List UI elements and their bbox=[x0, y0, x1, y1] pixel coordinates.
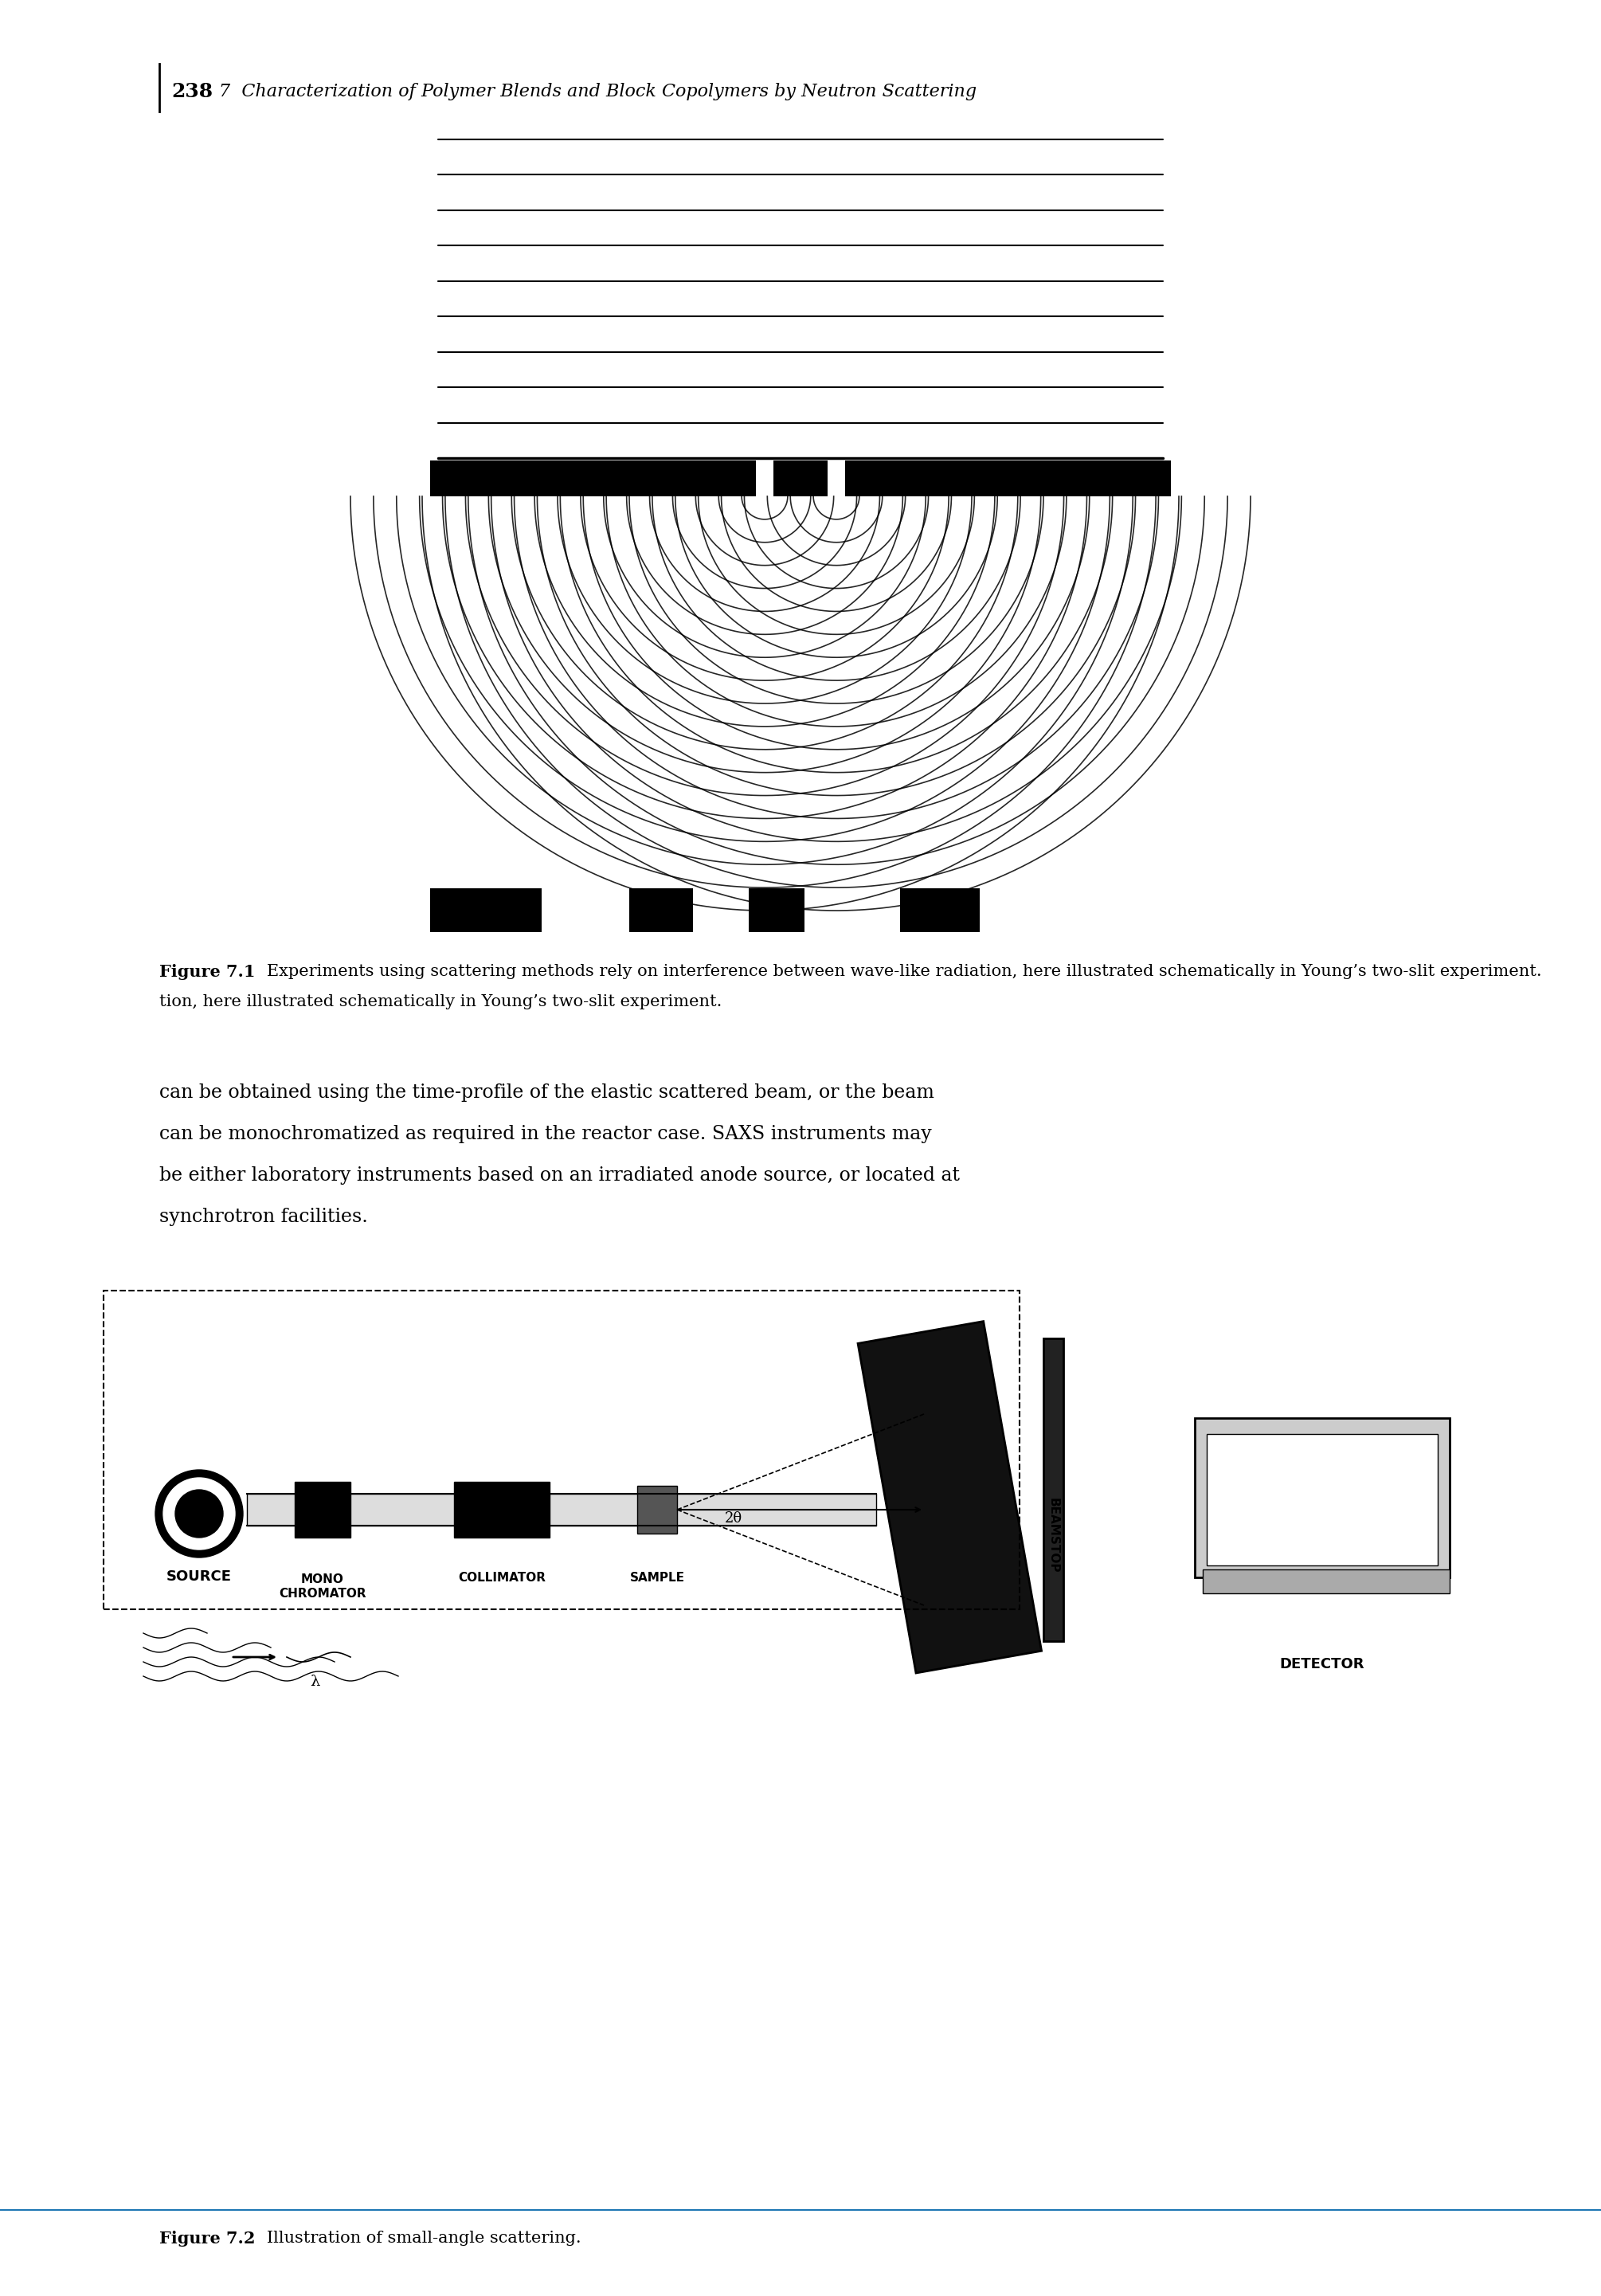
Text: Figure 7.1: Figure 7.1 bbox=[160, 964, 255, 980]
Bar bbox=[431, 889, 541, 932]
Text: BEAMSTOP: BEAMSTOP bbox=[1047, 1497, 1058, 1573]
Bar bbox=[858, 1322, 1042, 1674]
Text: be either laboratory instruments based on an irradiated anode source, or located: be either laboratory instruments based o… bbox=[160, 1166, 961, 1185]
Bar bbox=[773, 461, 828, 496]
Text: can be obtained using the time-profile of the elastic scattered beam, or the bea: can be obtained using the time-profile o… bbox=[160, 1084, 935, 1102]
Bar bbox=[455, 1481, 549, 1538]
Text: Illustration of small-angle scattering.: Illustration of small-angle scattering. bbox=[251, 2232, 581, 2245]
Text: 7  Characterization of Polymer Blends and Block Copolymers by Neutron Scattering: 7 Characterization of Polymer Blends and… bbox=[219, 83, 977, 101]
Text: 238: 238 bbox=[171, 83, 213, 101]
Bar bbox=[900, 889, 980, 932]
Bar bbox=[637, 1486, 677, 1534]
Text: q-PLANE: q-PLANE bbox=[948, 1690, 1012, 1704]
Bar bbox=[247, 1495, 876, 1525]
Text: synchrotron facilities.: synchrotron facilities. bbox=[160, 1208, 368, 1226]
Circle shape bbox=[163, 1479, 235, 1550]
Bar bbox=[1044, 1339, 1063, 1642]
Bar bbox=[1194, 1419, 1449, 1577]
Text: Figure 7.2: Figure 7.2 bbox=[160, 2232, 255, 2245]
Bar bbox=[1207, 1435, 1438, 1566]
Text: tion, here illustrated schematically in Young’s two-slit experiment.: tion, here illustrated schematically in … bbox=[160, 994, 722, 1010]
Text: CHROMATOR: CHROMATOR bbox=[279, 1589, 367, 1600]
Bar bbox=[295, 1481, 351, 1538]
Text: COLLIMATOR: COLLIMATOR bbox=[458, 1573, 546, 1584]
Text: 2θ: 2θ bbox=[725, 1511, 743, 1525]
Circle shape bbox=[175, 1490, 223, 1538]
Text: DETECTOR: DETECTOR bbox=[1279, 1658, 1364, 1671]
Bar bbox=[104, 1290, 1020, 1609]
Text: Experiments using scattering methods rely on interference between wave-like radi: Experiments using scattering methods rel… bbox=[251, 964, 1542, 978]
Text: MONO: MONO bbox=[301, 1573, 344, 1584]
Circle shape bbox=[155, 1469, 243, 1557]
Bar bbox=[845, 461, 1170, 496]
Bar bbox=[749, 889, 804, 932]
Bar bbox=[431, 461, 756, 496]
Text: λ: λ bbox=[309, 1674, 320, 1690]
Text: SAMPLE: SAMPLE bbox=[629, 1573, 685, 1584]
Bar bbox=[1202, 1570, 1449, 1593]
Text: can be monochromatized as required in the reactor case. SAXS instruments may: can be monochromatized as required in th… bbox=[160, 1125, 932, 1143]
Bar bbox=[629, 889, 693, 932]
Text: SOURCE: SOURCE bbox=[167, 1570, 232, 1584]
